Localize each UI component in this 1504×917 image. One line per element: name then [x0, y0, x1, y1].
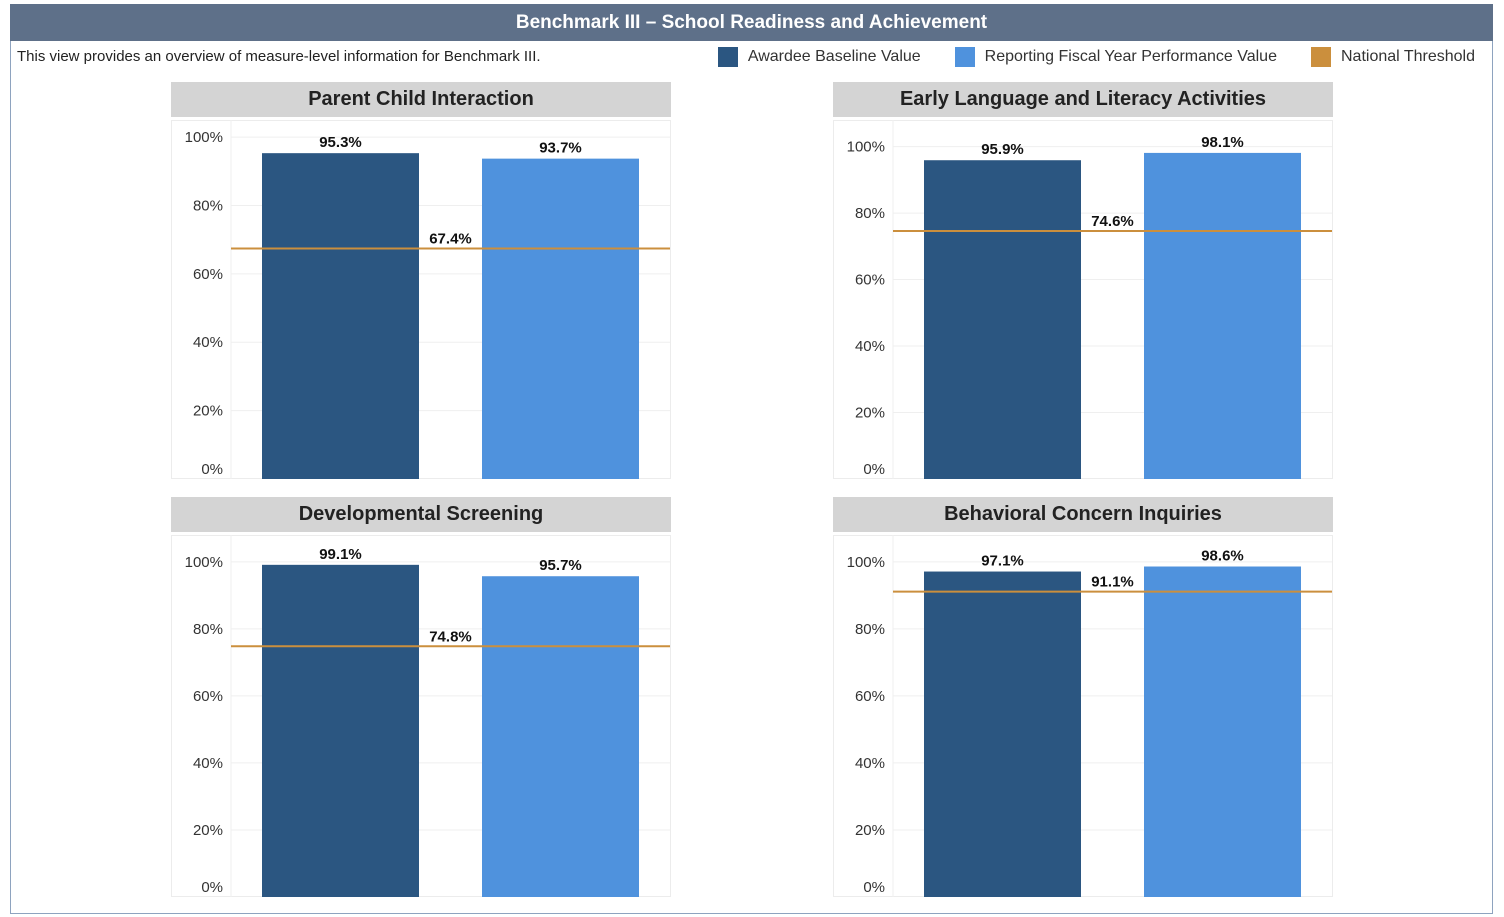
bar-value-label: 95.3% [319, 134, 362, 151]
bar-awardee-baseline[interactable] [262, 564, 419, 897]
y-tick-label: 100% [847, 139, 885, 156]
y-tick-label: 60% [855, 272, 885, 289]
chart-title: Behavioral Concern Inquiries [833, 497, 1333, 532]
y-tick-label: 40% [193, 334, 223, 351]
legend-label-baseline: Awardee Baseline Value [747, 48, 921, 65]
threshold-value-label: 91.1% [1091, 574, 1134, 591]
y-tick-label: 0% [863, 461, 885, 478]
bar-value-label: 95.7% [539, 557, 582, 574]
chart-title: Parent Child Interaction [171, 82, 671, 117]
bar-awardee-baseline[interactable] [924, 571, 1081, 897]
bar-value-label: 98.1% [1201, 134, 1244, 151]
bar-awardee-baseline[interactable] [924, 160, 1081, 479]
chart-panel-developmental-screening: Developmental Screening 0% 20% 40% 60% 80% 10… [171, 497, 671, 898]
y-tick-label: 20% [193, 822, 223, 839]
bar-chart-early-language-literacy: 0% 20% 40% 60% 80% 100% 95.9% 98.1% 74.6% [833, 120, 1333, 479]
page-title: Benchmark III – School Readiness and Ach… [10, 4, 1493, 41]
y-tick-label: 100% [185, 554, 223, 571]
y-tick-label: 80% [855, 621, 885, 638]
chart-panel-parent-child-interaction: Parent Child Interaction 0% 20% 40% 60% 80% 1… [171, 82, 671, 480]
y-tick-label: 20% [193, 403, 223, 420]
bar-chart-parent-child-interaction: 0% 20% 40% 60% 80% 100% 95.3% 93.7% 67.4% [171, 120, 671, 479]
legend-label-threshold: National Threshold [1340, 48, 1475, 65]
y-tick-label: 20% [855, 405, 885, 422]
bar-fiscal-year-performance[interactable] [1144, 566, 1301, 897]
bar-value-label: 95.9% [981, 141, 1024, 158]
legend: Awardee Baseline Value Reporting Fiscal … [717, 47, 1475, 67]
y-tick-label: 60% [855, 688, 885, 705]
legend-item-performance[interactable]: Reporting Fiscal Year Performance Value [954, 47, 1277, 67]
plot-area [171, 120, 671, 479]
threshold-value-label: 74.6% [1091, 213, 1134, 230]
plot-area [171, 535, 671, 897]
chart-title: Developmental Screening [171, 497, 671, 532]
chart-panel-early-language-literacy: Early Language and Literacy Activities 0… [833, 82, 1333, 480]
bar-awardee-baseline[interactable] [262, 153, 419, 479]
legend-label-performance: Reporting Fiscal Year Performance Value [984, 48, 1277, 65]
bar-value-label: 93.7% [539, 140, 582, 157]
y-tick-label: 40% [855, 338, 885, 355]
plot-area [833, 120, 1333, 479]
bar-value-label: 97.1% [981, 553, 1024, 570]
y-tick-label: 100% [185, 129, 223, 146]
bar-fiscal-year-performance[interactable] [482, 576, 639, 897]
y-tick-label: 60% [193, 266, 223, 283]
chart-title: Early Language and Literacy Activities [833, 82, 1333, 117]
y-tick-label: 80% [193, 197, 223, 214]
y-tick-label: 80% [193, 621, 223, 638]
bar-chart-behavioral-concern: 0% 20% 40% 60% 80% 100% 97.1% 98.6% 91.1% [833, 535, 1333, 897]
bar-value-label: 98.6% [1201, 548, 1244, 565]
y-tick-label: 80% [855, 205, 885, 222]
legend-item-baseline[interactable]: Awardee Baseline Value [717, 47, 921, 67]
y-tick-label: 100% [847, 554, 885, 571]
page-description: This view provides an overview of measur… [17, 48, 541, 65]
bar-fiscal-year-performance[interactable] [1144, 152, 1301, 479]
bar-fiscal-year-performance[interactable] [482, 158, 639, 479]
legend-swatch-threshold [1310, 47, 1331, 67]
y-tick-label: 40% [193, 755, 223, 772]
y-tick-label: 40% [855, 755, 885, 772]
y-tick-label: 0% [201, 461, 223, 478]
y-tick-label: 0% [201, 879, 223, 896]
y-tick-label: 0% [863, 879, 885, 896]
bar-chart-developmental-screening: 0% 20% 40% 60% 80% 100% 99.1% 95.7% 74.8% [171, 535, 671, 897]
chart-panel-behavioral-concern: Behavioral Concern Inquiries 0% 20% 40% 60%… [833, 497, 1333, 898]
legend-swatch-performance [954, 47, 975, 67]
legend-item-threshold[interactable]: National Threshold [1310, 47, 1475, 67]
bar-value-label: 99.1% [319, 546, 362, 563]
threshold-value-label: 67.4% [429, 231, 472, 248]
y-tick-label: 60% [193, 688, 223, 705]
plot-area [833, 535, 1333, 897]
legend-swatch-baseline [717, 47, 738, 67]
threshold-value-label: 74.8% [429, 628, 472, 645]
y-tick-label: 20% [855, 822, 885, 839]
